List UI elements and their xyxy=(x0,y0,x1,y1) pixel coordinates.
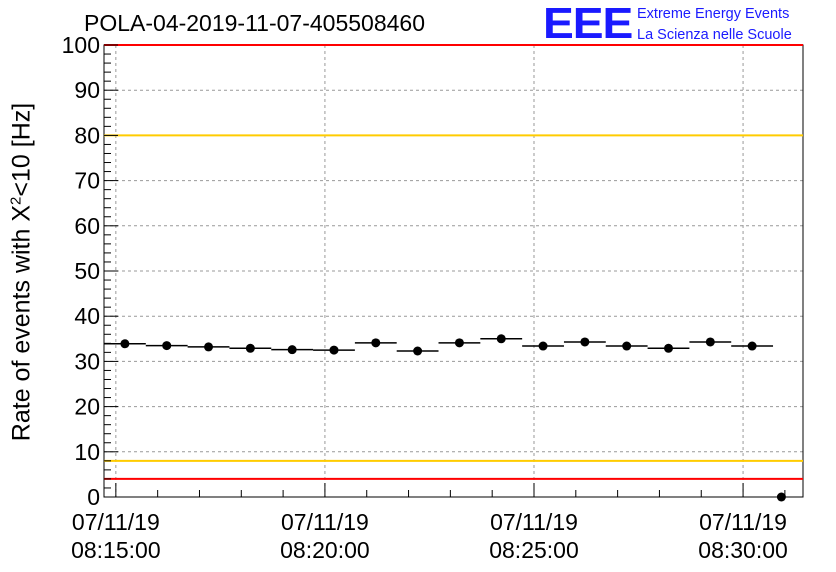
data-point xyxy=(329,345,339,355)
eee-logo: EEE Extreme Energy Events La Scienza nel… xyxy=(543,2,833,46)
data-point xyxy=(245,343,255,353)
x-tick-label-date: 07/11/19 xyxy=(281,509,369,535)
x-tick-label-date: 07/11/19 xyxy=(72,509,160,535)
y-tick-label: 0 xyxy=(87,484,100,510)
x-tick-label-time: 08:25:00 xyxy=(489,537,579,563)
data-point xyxy=(580,337,590,347)
y-tick-label: 30 xyxy=(74,348,100,374)
x-tick-label-date: 07/11/19 xyxy=(490,509,578,535)
data-point xyxy=(413,346,423,356)
data-point xyxy=(776,492,786,502)
x-tick-label-time: 08:30:00 xyxy=(698,537,788,563)
y-tick-label: 40 xyxy=(74,303,100,329)
y-tick-label: 100 xyxy=(62,32,100,58)
x-tick-label-time: 08:20:00 xyxy=(280,537,370,563)
y-tick-label: 80 xyxy=(74,122,100,148)
y-tick-label: 70 xyxy=(74,168,100,194)
y-tick-label: 90 xyxy=(74,77,100,103)
data-point xyxy=(747,341,757,351)
y-tick-label: 60 xyxy=(74,213,100,239)
y-tick-label: 10 xyxy=(74,439,100,465)
data-point xyxy=(454,338,464,348)
data-point xyxy=(622,341,632,351)
data-point xyxy=(496,334,506,344)
data-point xyxy=(287,345,297,355)
x-tick-label-time: 08:15:00 xyxy=(71,537,161,563)
data-point xyxy=(663,343,673,353)
chart-title: POLA-04-2019-11-07-405508460 xyxy=(84,10,425,36)
y-tick-label: 20 xyxy=(74,394,100,420)
logo-mark: EEE xyxy=(543,0,633,48)
logo-line-1: Extreme Energy Events xyxy=(637,6,790,22)
x-tick-label-date: 07/11/19 xyxy=(699,509,787,535)
data-point xyxy=(204,342,214,352)
data-point xyxy=(705,337,715,347)
y-tick-label: 50 xyxy=(74,258,100,284)
data-point xyxy=(371,338,381,348)
data-point xyxy=(538,341,548,351)
data-point xyxy=(162,341,172,351)
data-point xyxy=(120,339,130,349)
logo-line-2: La Scienza nelle Scuole xyxy=(637,27,792,43)
